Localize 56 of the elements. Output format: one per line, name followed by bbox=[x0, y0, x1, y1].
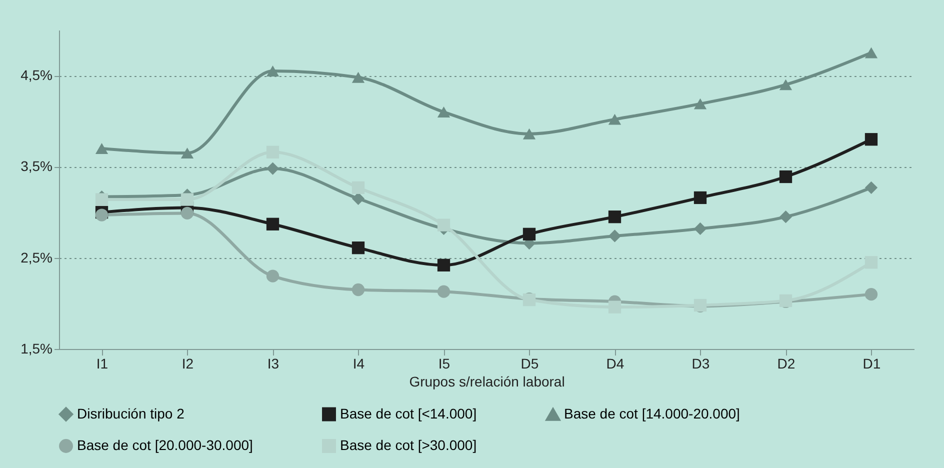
point bbox=[180, 206, 194, 220]
y-tick-label: 4,5% bbox=[20, 67, 52, 84]
point bbox=[864, 256, 878, 269]
point bbox=[352, 181, 365, 194]
point bbox=[437, 258, 450, 272]
point bbox=[694, 98, 707, 110]
point bbox=[522, 128, 536, 140]
point bbox=[266, 162, 280, 175]
point bbox=[266, 218, 280, 230]
point bbox=[864, 181, 878, 194]
legend-label: Base de cot [>30.000] bbox=[340, 437, 477, 453]
x-tick-label: I3 bbox=[267, 356, 280, 372]
point bbox=[180, 148, 194, 159]
x-tick-label: I5 bbox=[438, 356, 450, 372]
point bbox=[694, 191, 707, 204]
y-tick-label: 3,5% bbox=[20, 158, 52, 174]
y-tick-label: 1,5% bbox=[20, 340, 52, 356]
point bbox=[180, 193, 194, 206]
point bbox=[266, 66, 280, 76]
x-tick-label: D3 bbox=[692, 356, 710, 372]
x-tick-label: D4 bbox=[606, 356, 624, 372]
point bbox=[522, 228, 536, 240]
point bbox=[437, 106, 450, 118]
point bbox=[352, 283, 365, 296]
point bbox=[864, 288, 878, 301]
point bbox=[352, 192, 365, 205]
y-tick-label: 2,5% bbox=[20, 249, 52, 266]
point bbox=[694, 222, 707, 236]
point bbox=[779, 210, 792, 224]
x-axis-title: Grupos s/relación laboral bbox=[409, 374, 565, 390]
point bbox=[779, 79, 792, 90]
point bbox=[608, 300, 622, 314]
point bbox=[779, 170, 792, 184]
legend-label: Base de cot [20.000-30.000] bbox=[77, 437, 253, 453]
x-tick-label: D1 bbox=[862, 356, 881, 372]
x-tick-label: I4 bbox=[352, 356, 365, 372]
x-tick-label: D2 bbox=[777, 356, 796, 372]
point bbox=[266, 270, 280, 282]
point bbox=[437, 218, 450, 232]
point bbox=[95, 193, 108, 206]
point bbox=[95, 143, 108, 154]
point bbox=[352, 72, 365, 83]
point bbox=[437, 285, 450, 298]
point bbox=[608, 114, 622, 125]
x-tick-label: I1 bbox=[96, 356, 108, 372]
x-tick-label: D5 bbox=[520, 356, 539, 372]
point bbox=[608, 230, 622, 242]
point bbox=[352, 242, 365, 254]
point bbox=[608, 210, 622, 224]
legend-label: Base de cot [<14.000] bbox=[340, 405, 477, 422]
point bbox=[864, 133, 878, 146]
x-tick-label: I2 bbox=[182, 356, 194, 372]
legend-label: Base de cot [14.000-20.000] bbox=[564, 406, 740, 422]
point bbox=[95, 208, 108, 222]
point bbox=[864, 47, 878, 58]
legend-label: Disribución tipo 2 bbox=[77, 405, 185, 422]
